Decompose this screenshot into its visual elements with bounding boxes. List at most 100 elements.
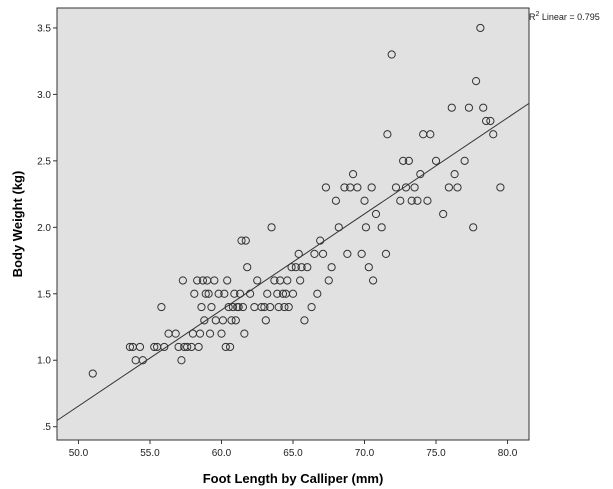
- data-point: [218, 316, 228, 325]
- data-point: [407, 196, 416, 205]
- data-point: [88, 369, 97, 378]
- data-point: [228, 302, 238, 312]
- data-point: [135, 342, 145, 352]
- data-point: [280, 302, 289, 312]
- data-point: [245, 289, 255, 298]
- x-axis-title: Foot Length by Calliper (mm): [203, 471, 384, 486]
- x-tick-label: 80.0: [498, 448, 518, 459]
- data-point: [125, 342, 135, 352]
- data-point: [294, 249, 303, 259]
- data-point: [198, 276, 207, 285]
- data-point: [225, 342, 235, 352]
- data-point: [399, 156, 408, 165]
- data-point: [469, 223, 478, 232]
- data-point: [348, 170, 358, 179]
- data-point: [313, 289, 322, 298]
- data-point: [439, 209, 448, 219]
- data-point: [464, 103, 474, 112]
- plot-area: [56, 7, 530, 441]
- y-tick-label: .5: [43, 422, 52, 433]
- data-point: [267, 223, 276, 232]
- data-point: [217, 329, 226, 338]
- data-point: [371, 209, 381, 219]
- data-point: [201, 289, 210, 298]
- data-point: [310, 249, 319, 259]
- data-point: [178, 276, 187, 285]
- data-point: [138, 356, 147, 365]
- data-point: [204, 289, 213, 298]
- data-point: [261, 316, 270, 325]
- data-point: [391, 183, 401, 192]
- data-point: [303, 263, 312, 272]
- y-tick-label: 1.5: [37, 289, 51, 300]
- data-point: [193, 276, 202, 285]
- data-point: [274, 302, 283, 312]
- data-point: [460, 156, 469, 165]
- data-point: [221, 342, 230, 352]
- data-point: [413, 196, 422, 205]
- data-point: [288, 289, 298, 298]
- data-point: [343, 249, 352, 259]
- data-point: [283, 276, 292, 285]
- x-axis: 50.0 55.0 60.0 65.0 70.0 75.0 80.0: [69, 440, 518, 459]
- data-points: [88, 23, 505, 378]
- data-point: [284, 302, 293, 312]
- x-tick-label: 75.0: [426, 448, 446, 459]
- data-point: [227, 316, 236, 325]
- data-point: [401, 183, 411, 192]
- y-tick-label: 1.0: [37, 356, 51, 367]
- data-point: [377, 223, 386, 232]
- data-point: [190, 289, 199, 298]
- data-point: [316, 236, 325, 245]
- data-point: [327, 263, 336, 272]
- data-point: [205, 329, 215, 338]
- r2-label: R2 Linear = 0.795: [529, 11, 600, 22]
- data-point: [410, 183, 419, 192]
- data-point: [174, 342, 183, 352]
- data-point: [263, 289, 272, 298]
- data-point: [237, 236, 246, 245]
- data-point: [381, 249, 391, 259]
- data-point: [231, 316, 240, 325]
- data-point: [360, 196, 369, 205]
- data-point: [257, 302, 266, 312]
- data-point: [260, 302, 269, 312]
- data-point: [486, 116, 495, 126]
- data-point: [444, 183, 454, 192]
- data-point: [194, 342, 203, 352]
- y-tick-label: 3.5: [37, 23, 51, 34]
- data-point: [489, 130, 498, 139]
- data-point: [230, 289, 239, 298]
- data-point: [331, 196, 341, 205]
- data-point: [243, 263, 252, 272]
- data-point: [324, 276, 333, 285]
- data-point: [334, 223, 343, 232]
- x-tick-label: 50.0: [69, 448, 89, 459]
- data-point: [387, 50, 396, 59]
- data-point: [240, 329, 249, 338]
- data-point: [287, 263, 296, 272]
- data-point: [241, 236, 250, 245]
- data-point: [431, 156, 441, 165]
- data-point: [453, 183, 462, 192]
- data-point: [481, 116, 491, 126]
- x-tick-label: 65.0: [283, 448, 303, 459]
- data-point: [224, 302, 233, 312]
- data-point: [423, 196, 432, 205]
- x-tick-label: 55.0: [140, 448, 160, 459]
- data-point: [171, 329, 180, 338]
- data-point: [340, 183, 349, 192]
- x-tick-label: 70.0: [355, 448, 375, 459]
- linear-fit-line: [56, 102, 530, 421]
- data-point: [383, 130, 392, 139]
- data-point: [404, 156, 413, 165]
- data-point: [357, 249, 366, 259]
- data-point: [220, 289, 229, 298]
- data-point: [368, 276, 378, 285]
- data-point: [353, 183, 362, 192]
- data-point: [321, 183, 330, 192]
- data-point: [496, 183, 505, 192]
- data-point: [266, 302, 275, 312]
- data-point: [479, 103, 488, 112]
